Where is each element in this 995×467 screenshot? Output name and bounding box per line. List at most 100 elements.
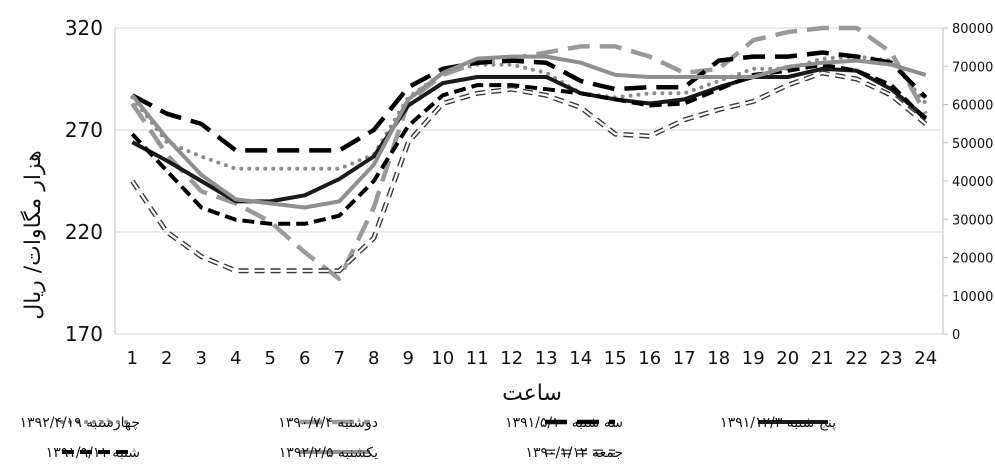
series-7-point xyxy=(476,92,478,94)
series-6-point xyxy=(200,174,202,176)
series-4-point xyxy=(821,68,823,70)
series-7-point xyxy=(580,107,582,109)
series-6-point xyxy=(787,66,789,68)
x-tick-label: 15 xyxy=(604,348,627,369)
series-5-point xyxy=(338,215,340,217)
series-1-point xyxy=(649,92,651,94)
series-5-point xyxy=(304,223,306,225)
series-7-point xyxy=(787,84,789,86)
x-tick-label: 3 xyxy=(196,348,207,369)
legend-label: یکشنبه ۱۳۹۲/۲/۵ xyxy=(279,445,378,461)
series-5-point xyxy=(269,223,271,225)
y-axis-title: هزار مگاوات/ ریال xyxy=(20,150,46,319)
series-1-point xyxy=(304,168,306,170)
series-2-point xyxy=(200,190,202,192)
series-5-point xyxy=(614,99,616,101)
series-2-point xyxy=(545,52,547,54)
series-1-point xyxy=(511,64,513,66)
x-tick-label: 24 xyxy=(914,348,937,369)
series-3-point xyxy=(442,68,444,70)
series-3-point xyxy=(166,113,168,115)
series-7-point xyxy=(545,95,547,97)
series-1-point xyxy=(683,92,685,94)
series-3-point xyxy=(200,123,202,125)
series-5-point xyxy=(511,84,513,86)
x-tick-label: 7 xyxy=(334,348,345,369)
series-1-point xyxy=(338,168,340,170)
series-4-point xyxy=(166,160,168,162)
series-3-point xyxy=(476,62,478,64)
series-6-point xyxy=(649,76,651,78)
x-tick-label: 19 xyxy=(742,348,765,369)
left-axis-ticks: 170 220 270 320 xyxy=(65,16,103,346)
x-tick-label: 22 xyxy=(845,348,868,369)
x-tick-label: 6 xyxy=(299,348,310,369)
legend-label: دوشنبه ۱۳۹۰/۷/۴ xyxy=(278,415,378,431)
series-1-point xyxy=(235,168,237,170)
legend-item: سه شنبه ۱۳۹۱/۵/۱۰ xyxy=(505,415,623,431)
series-1-point xyxy=(200,156,202,158)
series-4-point xyxy=(304,194,306,196)
series-3-point xyxy=(649,86,651,88)
series-5-point xyxy=(718,88,720,90)
series-6-point xyxy=(683,76,685,78)
series-7-point xyxy=(890,95,892,97)
x-tick-label: 2 xyxy=(161,348,172,369)
series-2-point xyxy=(718,68,720,70)
legend-label: جمعه ۱۳۹۰/۱/۱۲ xyxy=(525,445,623,461)
series-3-point xyxy=(856,56,858,58)
x-tick-label: 1 xyxy=(127,348,138,369)
x-axis-title: ساعت xyxy=(502,381,562,406)
series-7-point xyxy=(925,123,927,125)
right-tick-label: 80000 xyxy=(952,22,993,37)
series-3-point xyxy=(235,150,237,152)
series-5-point xyxy=(787,70,789,72)
x-tick-label: 23 xyxy=(880,348,903,369)
series-3-point xyxy=(545,62,547,64)
series-2-point xyxy=(304,252,306,254)
series-3-point xyxy=(373,129,375,131)
legend-item: چهارشنبه ۱۳۹۲/۴/۱۹ xyxy=(20,415,140,431)
series-6-point xyxy=(614,74,616,76)
series-3-point xyxy=(683,86,685,88)
series-7-point xyxy=(683,119,685,121)
series-1-point xyxy=(166,141,168,143)
series-7-point xyxy=(511,88,513,90)
series-7-line xyxy=(130,70,928,274)
series-4-point xyxy=(476,76,478,78)
series-6-point xyxy=(304,207,306,209)
series-6-point xyxy=(407,99,409,101)
series-4-point xyxy=(511,76,513,78)
legend-label: پنج شنبه ۱۳۹۱/۱۲/۳ xyxy=(720,415,836,431)
series-4-point xyxy=(683,99,685,101)
x-tick-label: 13 xyxy=(535,348,558,369)
x-axis-ticks: 1 2 3 4 5 6 7 8 9 10 11 12 13 14 15 16 17 18 19 20 21 22 23 24 xyxy=(127,348,938,369)
series-6-point xyxy=(131,95,133,97)
series-6-point xyxy=(718,76,720,78)
series-6-point xyxy=(166,137,168,139)
series-line-path xyxy=(130,54,927,210)
series-2-point xyxy=(683,72,685,74)
series-3-point xyxy=(304,150,306,152)
series-7-point xyxy=(649,135,651,137)
series-4-point xyxy=(407,105,409,107)
series-2-point xyxy=(338,278,340,280)
legend-label: سه شنبه ۱۳۹۱/۵/۱۰ xyxy=(505,415,623,431)
series-7-point xyxy=(614,133,616,135)
series-line-path xyxy=(130,62,928,226)
series-2-point xyxy=(787,31,789,33)
series-line-path xyxy=(131,50,928,153)
x-tick-label: 21 xyxy=(811,348,834,369)
series-5-point xyxy=(856,70,858,72)
legend-item: دوشنبه ۱۳۹۰/۷/۴ xyxy=(278,415,378,431)
series-1-point xyxy=(718,80,720,82)
series-3-point xyxy=(407,86,409,88)
series-6-point xyxy=(511,56,513,58)
series-3-point xyxy=(580,80,582,82)
left-tick-label: 170 xyxy=(65,322,103,346)
series-2-point xyxy=(890,52,892,54)
series-5-line xyxy=(130,62,928,226)
series-5-point xyxy=(890,84,892,86)
series-4-point xyxy=(787,76,789,78)
left-tick-label: 270 xyxy=(65,118,103,142)
